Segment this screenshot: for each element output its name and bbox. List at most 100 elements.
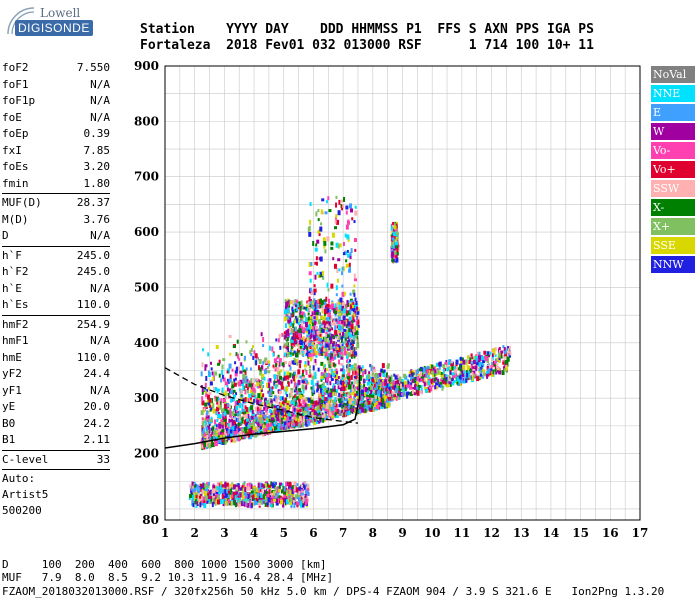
trace-point (213, 494, 217, 500)
trace-point (324, 327, 327, 331)
trace-point (214, 419, 217, 425)
trace-point (334, 406, 337, 412)
x-tick-label: 5 (280, 526, 288, 540)
trace-point (250, 484, 253, 490)
trace-point (445, 376, 448, 380)
trace-point (285, 418, 288, 422)
trace-point (316, 271, 319, 275)
trace-point (208, 500, 212, 504)
trace-point (247, 496, 250, 502)
trace-point (339, 351, 343, 355)
trace-point (296, 390, 299, 395)
trace-point (205, 429, 209, 435)
trace-point (306, 403, 309, 408)
trace-point (338, 199, 341, 205)
trace-point (339, 402, 342, 406)
trace-point (330, 246, 334, 250)
trace-point (375, 372, 378, 378)
trace-point (413, 384, 416, 390)
trace-point (294, 326, 297, 332)
trace-point (284, 400, 288, 406)
trace-point (230, 483, 234, 488)
trace-point (252, 488, 256, 494)
trace-point (389, 389, 392, 394)
trace-point (203, 503, 207, 509)
trace-point (259, 482, 262, 487)
trace-point (231, 421, 234, 426)
trace-point (334, 403, 338, 408)
trace-point (221, 439, 224, 443)
trace-point (295, 358, 298, 363)
trace-point (483, 372, 487, 376)
trace-point (314, 371, 317, 377)
trace-point (259, 388, 262, 394)
trace-point (250, 490, 254, 494)
trace-point (440, 372, 443, 376)
trace-point (228, 378, 232, 383)
trace-point (305, 382, 308, 386)
trace-point (343, 402, 347, 406)
trace-point (341, 301, 345, 306)
trace-point (201, 498, 205, 504)
trace-point (286, 412, 289, 416)
trace-point (304, 411, 307, 416)
trace-point (307, 397, 311, 403)
trace-point (482, 360, 486, 364)
trace-point (288, 422, 291, 427)
trace-point (459, 368, 462, 372)
trace-point (306, 349, 309, 353)
trace-point (282, 413, 286, 418)
trace-point (284, 417, 287, 423)
trace-point (199, 483, 202, 487)
trace-point (326, 323, 329, 327)
trace-point (291, 412, 294, 418)
trace-point (346, 343, 349, 348)
trace-point (372, 389, 375, 393)
trace-point (307, 301, 310, 307)
trace-point (336, 278, 339, 283)
trace-point (356, 382, 360, 388)
trace-point (279, 402, 283, 408)
trace-point (193, 481, 196, 485)
trace-point (401, 382, 404, 387)
trace-point (280, 385, 284, 390)
trace-point (232, 389, 236, 393)
trace-point (359, 374, 363, 380)
trace-point (486, 366, 489, 371)
trace-point (320, 417, 323, 422)
trace-point (233, 408, 236, 412)
trace-point (335, 195, 338, 199)
trace-point (250, 384, 253, 390)
trace-point (194, 499, 197, 505)
trace-point (305, 485, 309, 489)
trace-point (348, 359, 351, 363)
trace-point (308, 302, 311, 307)
trace-point (301, 502, 305, 508)
trace-point (343, 404, 346, 410)
trace-point (192, 503, 195, 508)
trace-point (309, 334, 312, 340)
trace-point (347, 368, 351, 374)
trace-point (189, 484, 192, 489)
trace-point (311, 405, 314, 410)
trace-point (229, 429, 233, 434)
trace-point (246, 421, 249, 425)
trace-point (206, 427, 209, 432)
trace-point (308, 327, 311, 333)
trace-point (394, 375, 398, 380)
trace-point (313, 400, 316, 405)
trace-point (319, 256, 323, 262)
trace-point (329, 388, 333, 394)
trace-point (457, 367, 460, 371)
trace-point (376, 391, 379, 395)
trace-point (230, 418, 233, 422)
trace-point (301, 311, 305, 317)
trace-point (338, 392, 341, 397)
trace-point (311, 375, 315, 380)
trace-point (492, 348, 496, 353)
trace-point (507, 358, 510, 362)
trace-point (266, 502, 269, 506)
trace-point (301, 304, 304, 310)
trace-point (331, 372, 335, 376)
trace-point (305, 421, 309, 427)
